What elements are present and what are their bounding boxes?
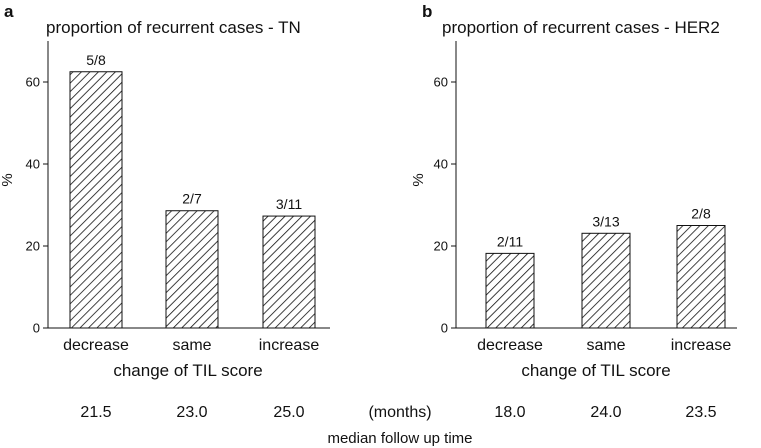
- panel-b-y-tick-label: 40: [434, 157, 448, 172]
- follow-up-caption: median follow up time: [327, 430, 472, 447]
- panel-b-follow-up-values: 18.0 24.0 23.5: [494, 404, 716, 421]
- panel-b-follow-up-same: 24.0: [590, 404, 621, 421]
- panel-b-data-label-increase: 2/8: [691, 206, 711, 222]
- panel-b-bar-decrease: [485, 252, 535, 329]
- panel-b-x-axis-label: change of TIL score: [521, 361, 670, 380]
- panel-a-data-label-increase: 3/11: [276, 196, 302, 212]
- panel-a-data-label-decrease: 5/8: [86, 52, 106, 68]
- panel-a-data-label-same: 2/7: [182, 191, 202, 207]
- panel-a-x-axis-label: change of TIL score: [113, 361, 262, 380]
- panel-a-bar-increase: [262, 215, 316, 329]
- panel-b-follow-up-decrease: 18.0: [494, 404, 525, 421]
- panel-b-data-label-same: 3/13: [592, 213, 619, 229]
- panel-b-letter: b: [422, 2, 432, 21]
- panel-a-bar-same: [165, 210, 219, 329]
- panel-b: b proportion of recurrent cases - HER2 %…: [410, 2, 737, 421]
- panel-b-y-tick-label: 20: [434, 239, 448, 254]
- panel-a-category-label-decrease: decrease: [63, 337, 129, 354]
- panel-b-bars: [485, 225, 726, 329]
- panel-b-category-label-increase: increase: [671, 337, 732, 354]
- panel-a-y-tick-label: 0: [33, 321, 40, 336]
- panel-a-y-tick-label: 20: [26, 239, 40, 254]
- panel-a-follow-up-values: 21.5 23.0 25.0: [80, 404, 304, 421]
- panel-b-y-tick-label: 0: [441, 321, 448, 336]
- panel-a-bar-decrease: [69, 71, 123, 329]
- panel-a-follow-up-decrease: 21.5: [80, 404, 111, 421]
- panel-a-follow-up-increase: 25.0: [273, 404, 304, 421]
- panel-b-y-tick-label: 60: [434, 75, 448, 90]
- panel-b-follow-up-increase: 23.5: [685, 404, 716, 421]
- panel-a-y-ticks: 0 20 40 60: [26, 75, 48, 336]
- panel-b-title: proportion of recurrent cases - HER2: [442, 18, 720, 37]
- panel-b-bar-same: [581, 232, 631, 329]
- panel-a-category-label-increase: increase: [259, 337, 320, 354]
- follow-up-unit: (months): [368, 404, 431, 421]
- panel-b-category-labels: decrease same increase: [477, 337, 731, 354]
- panel-b-category-label-same: same: [586, 337, 625, 354]
- panel-a-y-tick-label: 40: [26, 157, 40, 172]
- panel-b-y-ticks: 0 20 40 60: [434, 75, 456, 336]
- panel-b-data-label-decrease: 2/11: [497, 233, 523, 249]
- panel-a-letter: a: [4, 2, 14, 21]
- panel-a-follow-up-same: 23.0: [176, 404, 207, 421]
- panel-b-category-label-decrease: decrease: [477, 337, 543, 354]
- panel-a-category-labels: decrease same increase: [63, 337, 319, 354]
- panel-a: a proportion of recurrent cases - TN % 0…: [0, 2, 330, 421]
- panel-a-data-labels: 5/8 2/7 3/11: [86, 52, 302, 212]
- panel-b-bar-increase: [676, 225, 726, 329]
- panel-a-bars: [69, 71, 316, 329]
- panel-a-title: proportion of recurrent cases - TN: [46, 18, 301, 37]
- panel-a-category-label-same: same: [172, 337, 211, 354]
- panel-a-y-tick-label: 60: [26, 75, 40, 90]
- panel-b-data-labels: 2/11 3/13 2/8: [497, 206, 711, 250]
- panel-a-y-axis-label: %: [0, 173, 16, 186]
- panel-b-y-axis-label: %: [410, 173, 427, 186]
